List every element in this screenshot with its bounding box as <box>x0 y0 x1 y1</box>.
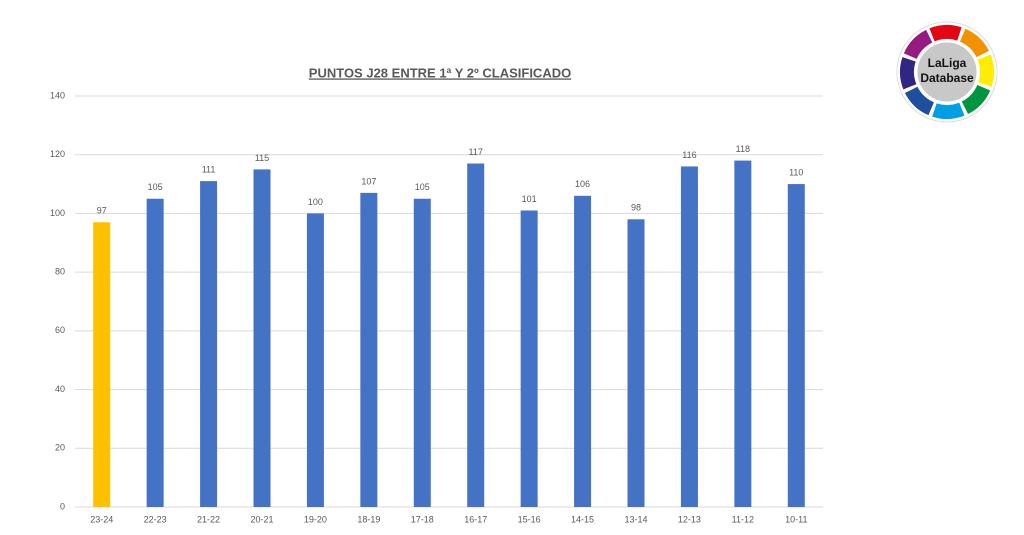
bar <box>574 195 592 508</box>
logo: LaLiga Database <box>896 21 998 123</box>
bar <box>787 184 805 508</box>
y-tick-label: 120 <box>50 149 65 159</box>
x-tick-label: 16-17 <box>464 514 487 524</box>
bar <box>680 166 698 507</box>
x-tick-label: 23-24 <box>90 514 113 524</box>
logo-text: Database <box>920 71 974 85</box>
x-tick-label: 17-18 <box>411 514 434 524</box>
x-tick-label: 21-22 <box>197 514 220 524</box>
x-tick-label: 12-13 <box>678 514 701 524</box>
value-label: 100 <box>308 197 323 207</box>
y-tick-label: 40 <box>55 384 65 394</box>
value-label: 106 <box>575 179 590 189</box>
chart-title: PUNTOS J28 ENTRE 1ª Y 2º CLASIFICADO <box>309 65 571 80</box>
x-tick-label: 11-12 <box>732 514 754 524</box>
logo-ring <box>900 24 994 119</box>
x-tick-label: 15-16 <box>518 514 541 524</box>
value-label: 110 <box>789 167 803 177</box>
x-tick-label: 22-23 <box>144 514 167 524</box>
bar <box>146 198 164 507</box>
y-tick-label: 60 <box>55 325 65 335</box>
value-label: 105 <box>415 182 430 192</box>
x-tick-label: 13-14 <box>624 514 647 524</box>
bar <box>93 222 111 507</box>
value-label: 98 <box>631 203 641 213</box>
bar <box>734 160 752 508</box>
bar <box>306 213 324 507</box>
y-tick-label: 140 <box>50 90 65 100</box>
x-tick-label: 20-21 <box>250 514 273 524</box>
value-label: 117 <box>469 147 483 157</box>
value-label: 118 <box>736 144 750 154</box>
logo-center <box>914 39 980 105</box>
value-label: 105 <box>148 182 163 192</box>
x-tick-label: 18-19 <box>357 514 380 524</box>
bar <box>467 163 485 507</box>
value-label: 111 <box>202 165 216 175</box>
value-label: 97 <box>97 206 107 216</box>
bar <box>413 198 431 507</box>
x-tick-label: 10-11 <box>785 514 807 524</box>
y-tick-label: 20 <box>55 443 65 453</box>
x-tick-label: 19-20 <box>304 514 327 524</box>
value-label: 107 <box>361 176 376 186</box>
bar <box>200 181 218 507</box>
value-label: 101 <box>522 194 537 204</box>
value-label: 116 <box>682 150 696 160</box>
bar <box>360 192 378 507</box>
x-tick-label: 14-15 <box>571 514 594 524</box>
y-tick-label: 100 <box>50 208 65 218</box>
bar <box>627 219 645 508</box>
logo-text: LaLiga <box>928 56 967 70</box>
bar <box>520 210 538 507</box>
y-tick-label: 0 <box>60 501 65 511</box>
y-tick-label: 80 <box>55 267 65 277</box>
bar <box>253 169 271 507</box>
value-label: 115 <box>255 153 269 163</box>
